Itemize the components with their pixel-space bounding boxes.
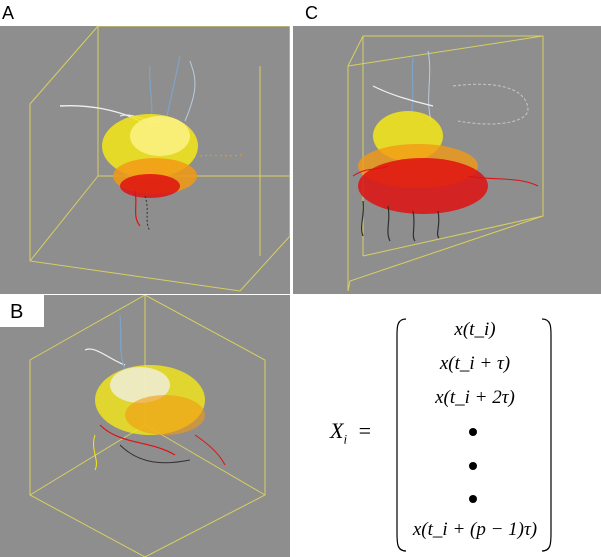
equals-sign: = bbox=[358, 418, 371, 443]
matrix-dot-1: • bbox=[469, 428, 477, 436]
matrix-row-1: x(t_i) bbox=[454, 319, 496, 340]
panel-a-trajectory-plot bbox=[0, 26, 290, 294]
panel-c-svg bbox=[347, 35, 544, 292]
panel-b-trajectories bbox=[84, 314, 226, 471]
panel-a-trajectories bbox=[59, 55, 246, 232]
panel-c-trajectory-plot bbox=[293, 26, 601, 294]
matrix-dot-3: • bbox=[469, 495, 477, 503]
equation-lhs: Xi = bbox=[330, 418, 371, 447]
panel-c-label: C bbox=[305, 3, 318, 23]
matrix-row-3: x(t_i + 2τ) bbox=[435, 387, 515, 408]
lhs-subscript: i bbox=[343, 431, 348, 447]
panel-c-trajectories bbox=[352, 50, 539, 242]
panel-b-trajectory-plot bbox=[0, 295, 290, 557]
delay-embedding-equation: Xi = x(t_i) x(t_i + τ) x(t_i + 2τ) • • •… bbox=[330, 315, 580, 555]
panel-c-bounding-box bbox=[347, 35, 544, 292]
panel-a-label: A bbox=[2, 3, 15, 23]
panel-b-svg bbox=[29, 295, 266, 557]
panel-b-label: B bbox=[10, 301, 24, 323]
matrix-brackets bbox=[396, 318, 552, 552]
matrix-dot-2: • bbox=[469, 462, 477, 470]
panel-a-svg bbox=[29, 26, 290, 292]
matrix-row-2: x(t_i + τ) bbox=[439, 353, 511, 374]
lhs-symbol: X bbox=[330, 418, 344, 443]
matrix-row-last: x(t_i + (p − 1)τ) bbox=[412, 519, 538, 540]
panel-b-label-background bbox=[0, 295, 44, 327]
